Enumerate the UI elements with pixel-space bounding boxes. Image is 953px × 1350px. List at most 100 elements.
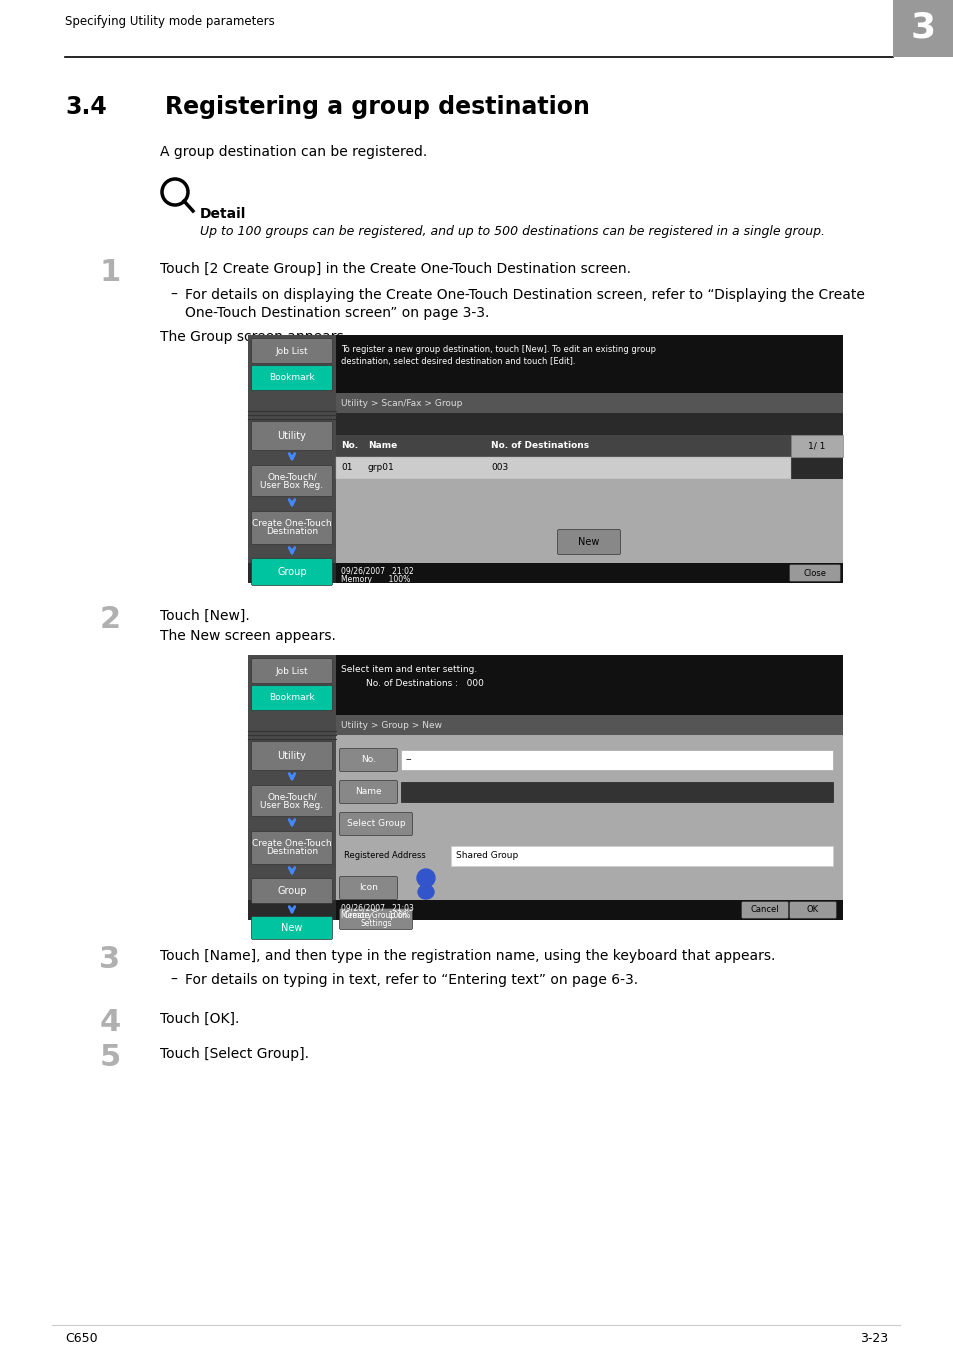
Bar [248, 335, 842, 583]
Bar [248, 335, 335, 583]
Text: 2: 2 [99, 605, 120, 634]
Text: Specifying Utility mode parameters: Specifying Utility mode parameters [65, 15, 274, 28]
Text: Utility: Utility [277, 751, 306, 761]
Text: Icon: Icon [358, 883, 377, 892]
FancyBboxPatch shape [252, 659, 333, 683]
Text: Utility > Group > New: Utility > Group > New [340, 721, 441, 729]
Text: Touch [2 Create Group] in the Create One-Touch Destination screen.: Touch [2 Create Group] in the Create One… [160, 262, 630, 275]
Text: 09/26/2007   21:02: 09/26/2007 21:02 [340, 567, 414, 575]
Text: New: New [281, 923, 302, 933]
Text: Bookmark: Bookmark [269, 694, 314, 702]
FancyBboxPatch shape [339, 813, 412, 836]
Bar [892, 0, 953, 57]
Text: User Box Reg.: User Box Reg. [260, 481, 323, 490]
Text: 3: 3 [909, 11, 935, 45]
Text: Name: Name [368, 441, 396, 451]
Bar [451, 846, 832, 865]
Text: Memory       100%: Memory 100% [340, 575, 410, 583]
Text: For details on typing in text, refer to “Entering text” on page 6-3.: For details on typing in text, refer to … [185, 973, 638, 987]
FancyBboxPatch shape [252, 832, 333, 864]
Text: A group destination can be registered.: A group destination can be registered. [160, 144, 427, 159]
FancyBboxPatch shape [557, 529, 619, 555]
FancyBboxPatch shape [252, 559, 333, 586]
Text: No. of Destinations :   000: No. of Destinations : 000 [366, 679, 483, 688]
FancyBboxPatch shape [339, 876, 397, 899]
Text: 5: 5 [99, 1044, 120, 1072]
Text: One-Touch Destination screen” on page 3-3.: One-Touch Destination screen” on page 3-… [185, 306, 489, 320]
Text: Bookmark: Bookmark [269, 374, 314, 382]
Text: 003: 003 [491, 463, 508, 472]
Text: 01: 01 [340, 463, 352, 472]
Text: Create One-Touch: Create One-Touch [252, 840, 332, 849]
Bar [335, 900, 842, 919]
Bar [335, 435, 790, 458]
Text: The Group screen appears.: The Group screen appears. [160, 329, 348, 344]
Ellipse shape [417, 886, 434, 899]
Text: Shared Group: Shared Group [456, 852, 517, 860]
Text: Select Group: Select Group [346, 819, 405, 829]
FancyBboxPatch shape [252, 421, 333, 451]
Bar [248, 900, 335, 919]
FancyBboxPatch shape [252, 686, 333, 710]
Text: Create One-Touch: Create One-Touch [252, 520, 332, 528]
Text: Touch [Select Group].: Touch [Select Group]. [160, 1048, 309, 1061]
Text: The New screen appears.: The New screen appears. [160, 629, 335, 643]
FancyBboxPatch shape [252, 366, 333, 390]
Bar [248, 655, 335, 919]
Text: Up to 100 groups can be registered, and up to 500 destinations can be registered: Up to 100 groups can be registered, and … [200, 225, 824, 238]
Text: Select item and enter setting.: Select item and enter setting. [340, 666, 476, 674]
Text: Touch [New].: Touch [New]. [160, 609, 250, 622]
Text: 1/ 1: 1/ 1 [807, 441, 825, 451]
Text: Registered Address: Registered Address [344, 852, 425, 860]
Text: Group: Group [277, 567, 307, 576]
Text: Memory       100%: Memory 100% [340, 911, 410, 921]
Text: No.: No. [360, 756, 375, 764]
Bar [335, 563, 842, 583]
FancyBboxPatch shape [252, 466, 333, 497]
Text: To register a new group destination, touch [New]. To edit an existing group: To register a new group destination, tou… [340, 346, 656, 354]
Text: One-Touch/: One-Touch/ [267, 792, 316, 802]
Text: Touch [Name], and then type in the registration name, using the keyboard that ap: Touch [Name], and then type in the regis… [160, 949, 775, 963]
FancyBboxPatch shape [339, 748, 397, 771]
Text: Detail: Detail [200, 207, 246, 221]
Text: Utility: Utility [277, 431, 306, 441]
Text: Group: Group [277, 886, 307, 896]
Bar [335, 393, 842, 413]
Text: destination, select desired destination and touch [Edit].: destination, select desired destination … [340, 356, 575, 366]
Text: For details on displaying the Create One-Touch Destination screen, refer to “Dis: For details on displaying the Create One… [185, 288, 864, 302]
Text: grp01: grp01 [368, 463, 395, 472]
Text: Utility > Scan/Fax > Group: Utility > Scan/Fax > Group [340, 398, 462, 408]
FancyBboxPatch shape [252, 917, 333, 940]
Text: --: -- [406, 756, 412, 764]
Text: 3: 3 [99, 945, 120, 973]
Bar [340, 846, 837, 865]
Text: Destination: Destination [266, 528, 317, 536]
Bar [335, 655, 842, 716]
Text: –: – [170, 973, 176, 987]
Text: 3.4: 3.4 [65, 95, 107, 119]
Text: Registering a group destination: Registering a group destination [165, 95, 589, 119]
Text: No. of Destinations: No. of Destinations [491, 441, 589, 451]
Bar [335, 479, 842, 563]
Text: User Box Reg.: User Box Reg. [260, 801, 323, 810]
Circle shape [416, 869, 435, 887]
FancyBboxPatch shape [252, 512, 333, 544]
Text: Settings: Settings [360, 918, 392, 927]
Text: Name: Name [355, 787, 381, 796]
Text: 3-23: 3-23 [859, 1331, 887, 1345]
Text: Touch [OK].: Touch [OK]. [160, 1012, 239, 1026]
Bar [248, 655, 842, 919]
Text: OK: OK [806, 906, 819, 914]
Text: Job List: Job List [275, 667, 308, 675]
Text: Cancel: Cancel [750, 906, 779, 914]
Bar [400, 782, 832, 802]
Text: New: New [578, 537, 599, 547]
FancyBboxPatch shape [252, 741, 333, 771]
Text: Destination: Destination [266, 848, 317, 856]
FancyBboxPatch shape [252, 879, 333, 903]
FancyBboxPatch shape [740, 902, 788, 918]
FancyBboxPatch shape [339, 780, 397, 803]
Text: 4: 4 [99, 1008, 120, 1037]
Text: 09/26/2007   21:03: 09/26/2007 21:03 [340, 903, 414, 913]
Bar [335, 458, 790, 479]
